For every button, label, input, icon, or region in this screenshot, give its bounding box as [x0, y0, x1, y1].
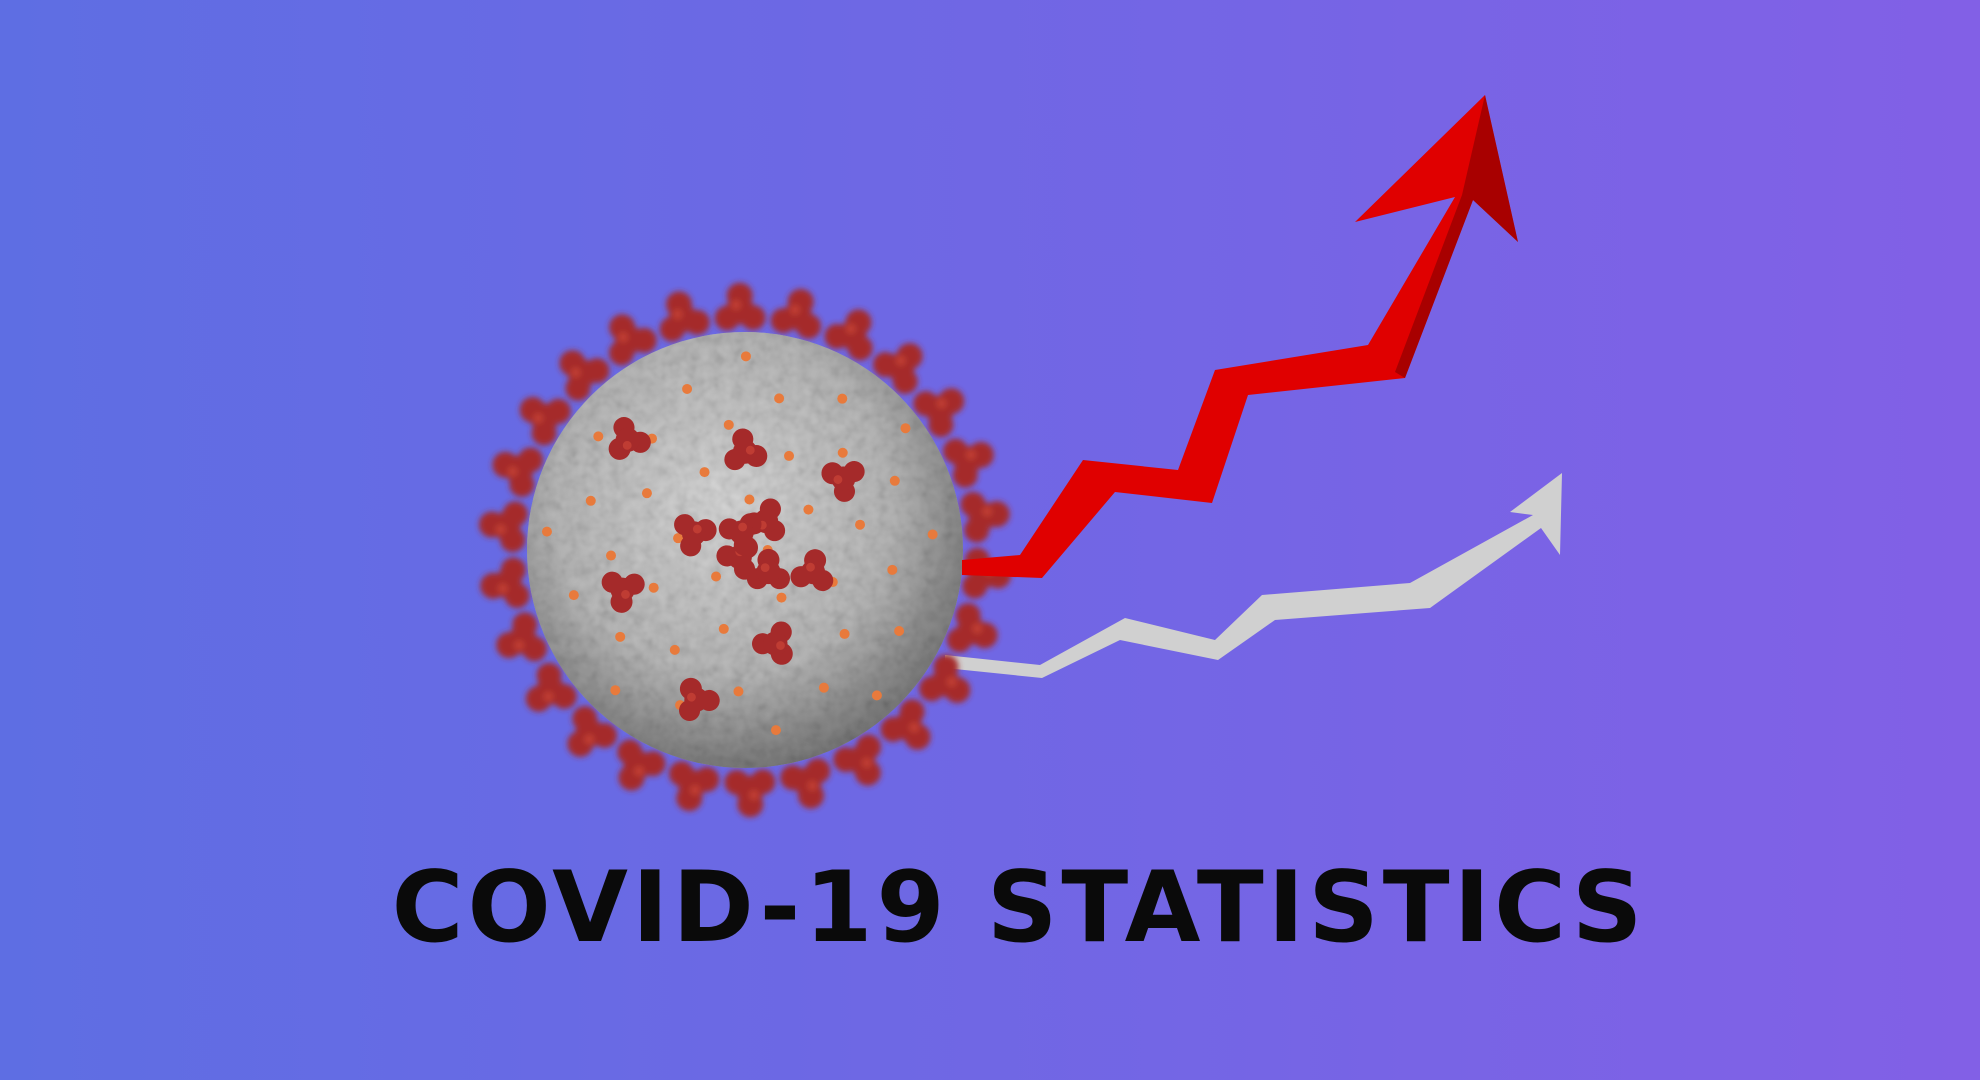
- virus-surface-spike: [718, 513, 762, 556]
- virus-surface-dot: [887, 564, 898, 575]
- virus-rim-spike: [872, 343, 923, 394]
- virus-rim-spike: [480, 557, 530, 609]
- virus-rim-spike: [659, 291, 710, 342]
- virus-rim-spike: [780, 758, 831, 809]
- virus-surface-dot: [837, 447, 848, 458]
- virus-surface-dot: [723, 419, 734, 430]
- virus-surface-dot: [855, 519, 866, 530]
- virus-surface-spike: [674, 514, 717, 557]
- virus-surface-dot: [606, 550, 617, 561]
- virus-surface-dot: [641, 488, 652, 499]
- virus-rim-spike: [724, 769, 776, 818]
- virus-rim-spike: [833, 734, 882, 786]
- virus-rim-spike: [880, 699, 931, 750]
- virus-surface-dot: [894, 625, 905, 636]
- virus-rim-spike: [496, 612, 547, 662]
- page-title: COVID-19 STATISTICS: [391, 851, 1647, 965]
- virus-surface-spike: [608, 417, 651, 460]
- virus-surface-dot: [839, 628, 850, 639]
- virus-surface-dot: [818, 682, 829, 693]
- virus-rim-spike: [919, 654, 971, 704]
- virus-rim-spike: [478, 501, 528, 553]
- virus-rim-spike: [824, 309, 873, 361]
- virus-surface-dot: [774, 393, 785, 404]
- virus-surface-dot: [711, 571, 722, 582]
- virus-surface-spike: [790, 549, 834, 592]
- virus-surface-dot: [699, 467, 710, 478]
- virus-surface-dot: [770, 725, 781, 736]
- trend-up-arrow-gray-icon: [945, 473, 1562, 678]
- virus-surface-spike: [724, 428, 768, 471]
- virus-surface-dot: [784, 450, 795, 461]
- trend-up-arrow-red-icon: [962, 95, 1518, 578]
- virus-surface-dot: [776, 592, 787, 603]
- virus-rim-spike: [960, 491, 1010, 543]
- virus-surface-dot: [585, 495, 596, 506]
- virus-rim-spike: [567, 706, 618, 757]
- virus-rim-spike: [559, 350, 610, 401]
- virus-surface-dot: [593, 431, 604, 442]
- virus-surface-spike: [751, 621, 793, 665]
- virus-rim-spike: [946, 603, 998, 653]
- virus-surface-dot: [733, 686, 744, 697]
- virus-surface-dot: [900, 423, 911, 434]
- virus-surface-dot: [541, 526, 552, 537]
- virus-rim-spike: [525, 662, 577, 712]
- virus-surface-dot: [889, 475, 900, 486]
- virus-rim-spike: [943, 438, 994, 488]
- virus-rim-spike: [913, 388, 965, 438]
- virus-surface-spike: [601, 571, 645, 613]
- virus-surface-dot: [837, 393, 848, 404]
- virus-surface-dot: [927, 529, 938, 540]
- virus-surface-dot: [568, 590, 579, 601]
- virus-surface-dot: [803, 504, 814, 515]
- coronavirus-particle-icon: [478, 282, 1012, 818]
- virus-rim-spike: [617, 739, 666, 791]
- virus-surface-dot: [648, 582, 659, 593]
- virus-rim-spike: [668, 761, 720, 812]
- virus-rim-spike: [608, 314, 657, 366]
- virus-surface-dot: [673, 533, 684, 544]
- virus-surface-dot: [740, 351, 751, 362]
- virus-surface-spike: [679, 677, 720, 722]
- virus-surface-dot: [871, 690, 882, 701]
- virus-rim-spike: [492, 447, 544, 497]
- virus-surface-dot: [610, 685, 621, 696]
- virus-rim-spike: [714, 282, 766, 331]
- virus-surface-spike: [821, 460, 865, 502]
- virus-surface-dot: [682, 383, 693, 394]
- virus-rim-spike: [519, 396, 571, 446]
- virus-surface-dot: [744, 494, 755, 505]
- virus-rim-spike: [770, 288, 822, 339]
- virus-surface-dot: [718, 623, 729, 634]
- virus-surface-dot: [615, 631, 626, 642]
- virus-surface-dot: [669, 644, 680, 655]
